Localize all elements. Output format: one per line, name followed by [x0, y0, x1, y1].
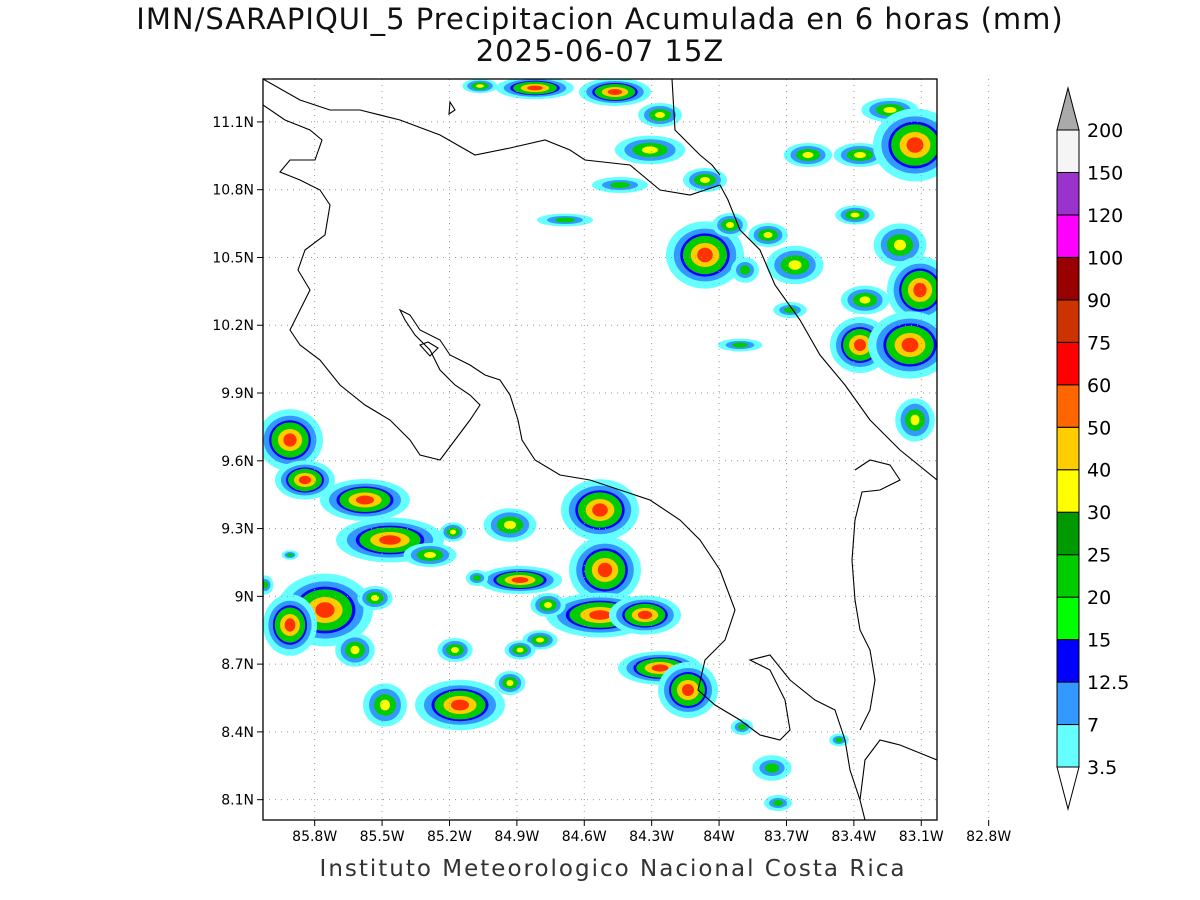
lat-tick-label: 10.5N [212, 250, 254, 266]
lon-tick-label: 83.7W [764, 829, 809, 845]
osa-peninsula [859, 739, 937, 801]
colorbar: 3.5 7 12.5 15 20 25 30 40 50 60 75 90 100 120 150 200 [1056, 86, 1129, 811]
colorbar-label: 100 [1087, 247, 1123, 269]
map-grid [263, 79, 990, 820]
lat-tick-label: 8.1N [221, 793, 254, 809]
colorbar-label: 30 [1087, 502, 1111, 524]
colorbar-box [1056, 384, 1080, 428]
lat-tick-label: 8.7N [221, 657, 254, 673]
lat-tick-label: 9.6N [221, 454, 254, 470]
colorbar-box [1056, 596, 1080, 641]
lat-tick-label: 10.8N [212, 183, 254, 199]
colorbar-box [1056, 554, 1080, 598]
pacific-coast-north [263, 104, 866, 820]
colorbar-box [1056, 681, 1080, 726]
nicaragua-coast [671, 79, 721, 176]
colorbar-box [1056, 214, 1080, 258]
panama-border [851, 459, 901, 731]
lon-tick-label: 85.2W [427, 829, 472, 845]
lat-tick-label: 10.2N [212, 318, 254, 334]
lat-tick-label: 9.3N [221, 522, 254, 538]
colorbar-label: 90 [1087, 290, 1111, 312]
colorbar-box [1056, 426, 1080, 471]
nicoya-island [419, 341, 439, 357]
colorbar-over-triangle [1056, 86, 1080, 131]
colorbar-box [1056, 299, 1080, 343]
lat-tick-label: 9.9N [221, 386, 254, 402]
lon-tick-label: 84.6W [562, 829, 607, 845]
colorbar-label: 50 [1087, 417, 1111, 439]
colorbar-label: 7 [1087, 715, 1099, 737]
map-title: IMN/SARAPIQUI_5 Precipitacion Acumulada … [136, 2, 1064, 36]
lon-tick-label: 83.4W [831, 829, 876, 845]
lat-tick-label: 11.1N [212, 115, 254, 131]
colorbar-label: 25 [1087, 545, 1111, 567]
colorbar-label: 200 [1087, 120, 1123, 142]
lon-tick-label: 85.5W [360, 829, 405, 845]
map-date: 2025-06-07 15Z [475, 34, 725, 68]
lat-tick-label: 8.4N [221, 725, 254, 741]
colorbar-label: 12.5 [1087, 672, 1129, 694]
lon-tick-label: 82.8W [966, 829, 1011, 845]
colorbar-label: 20 [1087, 587, 1111, 609]
footer-credit: Instituto Meteorologico Nacional Costa R… [319, 856, 907, 882]
lon-tick-label: 84.9W [494, 829, 539, 845]
colorbar-label: 150 [1087, 162, 1123, 184]
coastlines [263, 79, 937, 820]
lat-tick-label: 9N [235, 589, 254, 605]
nicaragua-border [263, 79, 937, 481]
lon-tick-label: 85.8W [292, 829, 337, 845]
colorbar-under-triangle [1056, 766, 1080, 811]
colorbar-box [1056, 129, 1080, 173]
colorbar-label: 3.5 [1087, 757, 1117, 779]
axis-ticks: 85.8W 85.5W 85.2W 84.9W 84.6W 84.3W 84W 83.7W 83… [212, 115, 1011, 845]
plot-frame [262, 78, 938, 821]
colorbar-label: 75 [1087, 332, 1111, 354]
lon-tick-label: 84W [703, 829, 735, 845]
colorbar-box [1056, 171, 1080, 216]
colorbar-box [1056, 724, 1080, 768]
colorbar-box [1056, 341, 1080, 386]
colorbar-label: 60 [1087, 375, 1111, 397]
colorbar-box [1056, 469, 1080, 513]
caribbean-island [448, 100, 456, 116]
lon-tick-label: 84.3W [629, 829, 674, 845]
colorbar-box [1056, 256, 1080, 301]
colorbar-label: 120 [1087, 205, 1123, 227]
colorbar-box [1056, 639, 1080, 683]
colorbar-box [1056, 511, 1080, 556]
colorbar-label: 40 [1087, 460, 1111, 482]
lon-tick-label: 83.1W [899, 829, 944, 845]
colorbar-label: 15 [1087, 630, 1111, 652]
